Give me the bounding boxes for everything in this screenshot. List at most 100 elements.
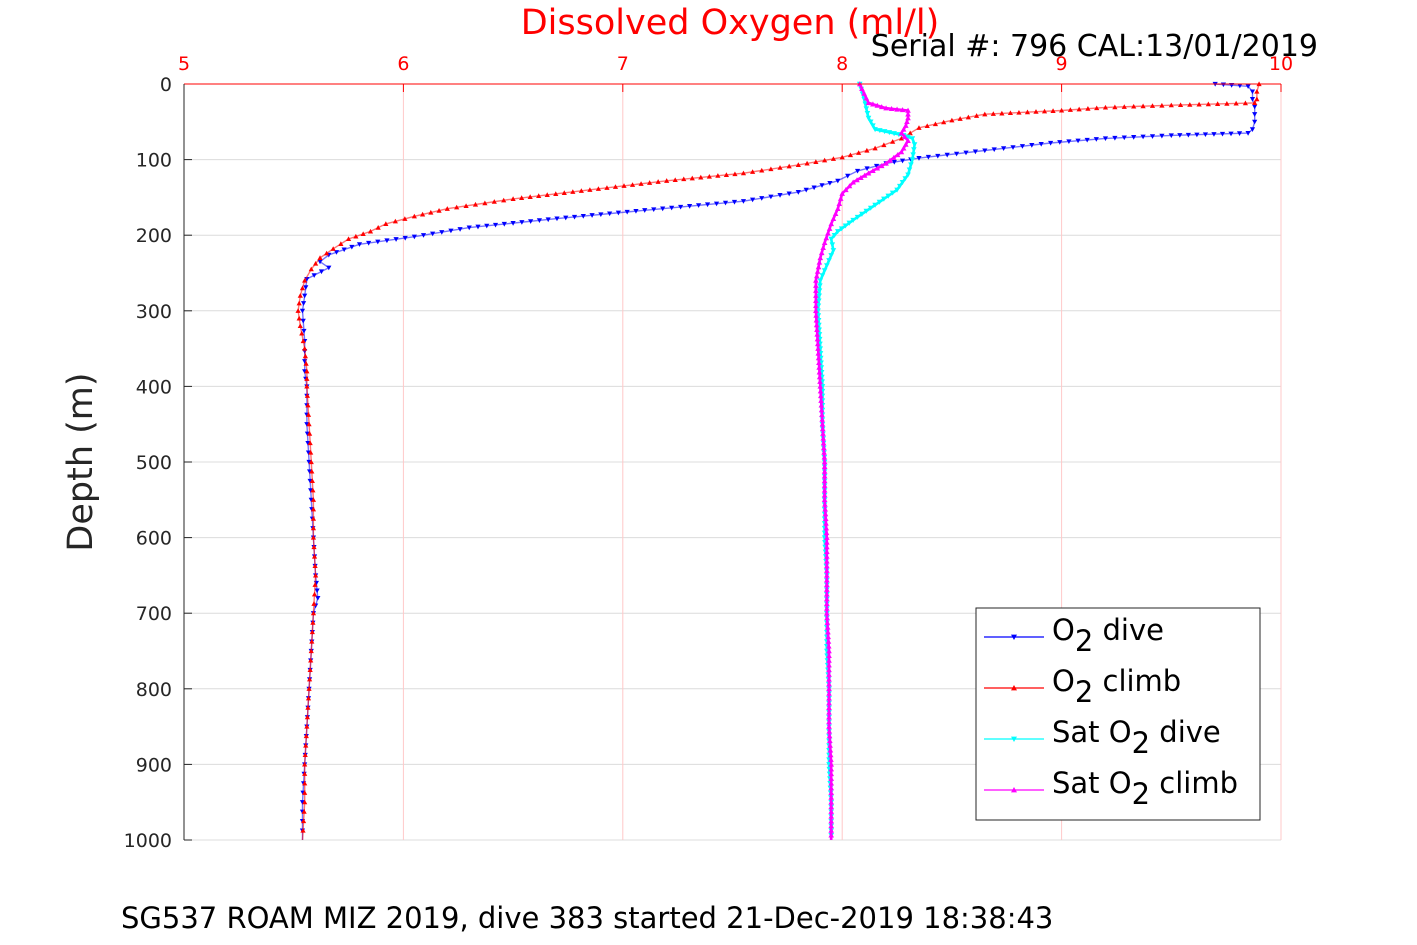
data-point bbox=[313, 572, 319, 578]
data-point bbox=[963, 150, 969, 156]
y-tick-label: 0 bbox=[160, 74, 172, 96]
data-point bbox=[360, 231, 366, 237]
data-point bbox=[300, 338, 306, 344]
data-point bbox=[1102, 136, 1109, 142]
data-point bbox=[687, 204, 693, 209]
data-point bbox=[813, 277, 819, 283]
data-point bbox=[821, 473, 828, 479]
data-point bbox=[820, 440, 827, 446]
data-point bbox=[823, 520, 829, 526]
data-point bbox=[312, 582, 318, 587]
data-point bbox=[1252, 104, 1258, 110]
data-point bbox=[1211, 132, 1217, 137]
data-point bbox=[607, 211, 613, 217]
data-point bbox=[311, 273, 317, 278]
data-point bbox=[304, 383, 310, 389]
data-point bbox=[813, 287, 819, 293]
data-point bbox=[828, 818, 835, 824]
data-point bbox=[815, 345, 821, 351]
data-point bbox=[864, 166, 870, 172]
data-point bbox=[863, 95, 870, 101]
data-point bbox=[310, 620, 316, 625]
data-point bbox=[944, 152, 950, 158]
data-point bbox=[872, 145, 878, 151]
data-point bbox=[954, 151, 960, 157]
data-point bbox=[695, 203, 702, 208]
data-point bbox=[759, 167, 765, 173]
data-point bbox=[305, 695, 312, 701]
data-point bbox=[830, 156, 837, 161]
data-point bbox=[832, 210, 839, 217]
data-point bbox=[925, 154, 931, 160]
data-point bbox=[965, 114, 971, 120]
data-point bbox=[813, 322, 820, 328]
data-point bbox=[375, 225, 381, 230]
data-point bbox=[824, 582, 830, 588]
data-point bbox=[858, 174, 864, 180]
data-point bbox=[905, 137, 911, 143]
data-point bbox=[818, 407, 825, 413]
data-point bbox=[828, 236, 835, 242]
data-point bbox=[856, 150, 862, 155]
data-point bbox=[299, 330, 305, 336]
data-point bbox=[689, 175, 695, 181]
data-point bbox=[638, 181, 644, 186]
data-point bbox=[905, 134, 911, 140]
data-point bbox=[816, 293, 822, 299]
data-point bbox=[1202, 132, 1209, 137]
data-point bbox=[302, 799, 308, 805]
data-point bbox=[411, 213, 417, 219]
data-point bbox=[612, 184, 619, 189]
data-point bbox=[419, 211, 426, 217]
dive-caption: SG537 ROAM MIZ 2019, dive 383 started 21… bbox=[121, 901, 1053, 935]
data-point bbox=[463, 203, 469, 209]
data-point bbox=[898, 135, 905, 141]
data-point bbox=[894, 106, 900, 112]
data-point bbox=[865, 170, 872, 176]
data-point bbox=[345, 236, 352, 242]
data-point bbox=[899, 158, 906, 164]
data-point bbox=[1252, 119, 1258, 125]
data-point bbox=[826, 728, 833, 734]
data-point bbox=[828, 827, 835, 833]
data-point bbox=[1245, 131, 1251, 136]
data-point bbox=[492, 222, 499, 228]
data-point bbox=[813, 312, 819, 318]
data-point bbox=[824, 577, 830, 583]
data-point bbox=[528, 219, 534, 224]
data-point bbox=[825, 638, 832, 644]
data-point bbox=[813, 302, 819, 308]
data-point bbox=[1093, 137, 1099, 142]
data-point bbox=[901, 134, 908, 140]
y-tick-label: 300 bbox=[136, 301, 172, 323]
data-point bbox=[624, 209, 630, 215]
data-point bbox=[822, 511, 829, 517]
data-point bbox=[932, 121, 939, 127]
data-point bbox=[1085, 106, 1091, 111]
data-point bbox=[1131, 103, 1137, 109]
data-point bbox=[310, 610, 317, 616]
data-point bbox=[881, 129, 888, 135]
data-point bbox=[889, 190, 896, 196]
legend-label: O2 climb bbox=[1052, 664, 1181, 709]
series-sat-o2-climb bbox=[813, 81, 911, 840]
data-point bbox=[1233, 100, 1239, 106]
data-point bbox=[826, 671, 832, 677]
data-point bbox=[1010, 145, 1016, 150]
data-point bbox=[1102, 104, 1109, 110]
data-point bbox=[297, 323, 303, 328]
data-point bbox=[647, 180, 653, 185]
data-point bbox=[1024, 109, 1031, 115]
data-point bbox=[874, 102, 881, 108]
data-point bbox=[835, 229, 841, 235]
data-point bbox=[306, 421, 312, 427]
data-point bbox=[353, 233, 359, 239]
data-point bbox=[804, 160, 810, 166]
data-point bbox=[820, 435, 827, 441]
data-point bbox=[825, 629, 831, 635]
data-point bbox=[536, 193, 542, 198]
data-point bbox=[311, 553, 318, 559]
data-point bbox=[838, 226, 845, 232]
data-point bbox=[307, 676, 313, 682]
data-point bbox=[1084, 137, 1090, 143]
